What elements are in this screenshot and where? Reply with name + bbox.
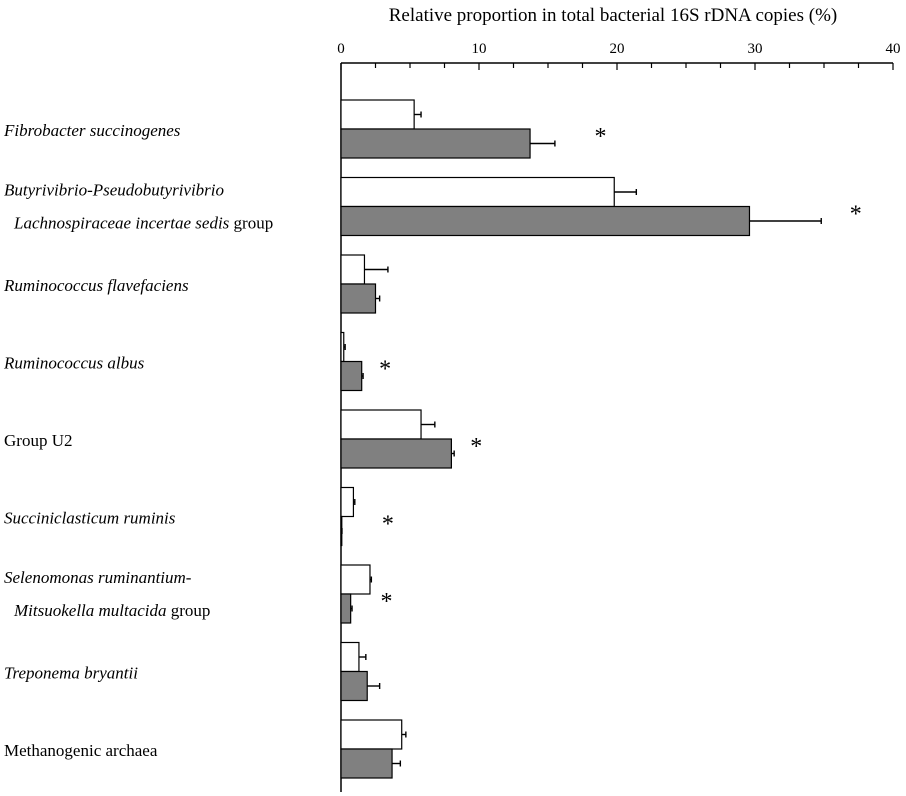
x-tick-label: 40: [886, 41, 901, 57]
bars: [340, 99, 822, 779]
bar-gray: [340, 748, 393, 779]
x-axis-label: Relative proportion in total bacterial 1…: [389, 5, 838, 26]
bar-gray: [340, 283, 377, 314]
significance-markers: * * * * * *: [379, 124, 862, 615]
bar-gray: [340, 128, 531, 159]
category-label: Mitsuokella multacida group: [13, 601, 210, 620]
category-label: Butyrivibrio-Pseudobutyrivibrio: [4, 181, 224, 200]
category-label: Group U2: [4, 431, 72, 450]
category-label: Ruminococcus albus: [3, 354, 145, 373]
bar-gray: [340, 205, 751, 237]
bar-white: [340, 409, 422, 440]
bar-white: [340, 254, 366, 285]
category-label: Selenomonas ruminantium-: [4, 568, 192, 587]
bar-white: [340, 486, 355, 518]
x-tick-label: 10: [472, 41, 487, 57]
significance-asterisk: *: [382, 512, 394, 538]
category-labels: Fibrobacter succinogenes Butyrivibrio-Pse…: [3, 121, 273, 760]
bar-white: [340, 99, 415, 130]
significance-asterisk: *: [381, 589, 393, 615]
category-label: Succiniclasticum ruminis: [4, 509, 176, 528]
bar-gray: [340, 593, 352, 624]
bar-white: [340, 641, 360, 673]
category-label: Treponema bryantii: [4, 664, 138, 683]
axes: [340, 62, 893, 792]
significance-asterisk: *: [470, 434, 482, 460]
bar-white: [340, 564, 371, 595]
x-ticks: 0 10 20 30 40: [337, 41, 901, 70]
category-label: Methanogenic archaea: [4, 741, 158, 760]
category-label: Fibrobacter succinogenes: [3, 121, 181, 140]
significance-asterisk: *: [379, 357, 391, 383]
bar-white: [340, 719, 403, 750]
significance-asterisk: *: [850, 202, 862, 228]
bar-white: [340, 176, 615, 208]
x-tick-label: 0: [337, 41, 345, 57]
bar-gray: [340, 670, 368, 702]
bar-gray: [340, 438, 453, 469]
x-tick-label: 20: [610, 41, 625, 57]
bar-white: [340, 331, 345, 363]
significance-asterisk: *: [594, 124, 606, 150]
bar-gray: [340, 360, 363, 392]
category-label: Lachnospiraceae incertae sedis group: [13, 214, 273, 233]
category-label: Ruminococcus flavefaciens: [3, 276, 189, 295]
x-tick-label: 30: [748, 41, 763, 57]
